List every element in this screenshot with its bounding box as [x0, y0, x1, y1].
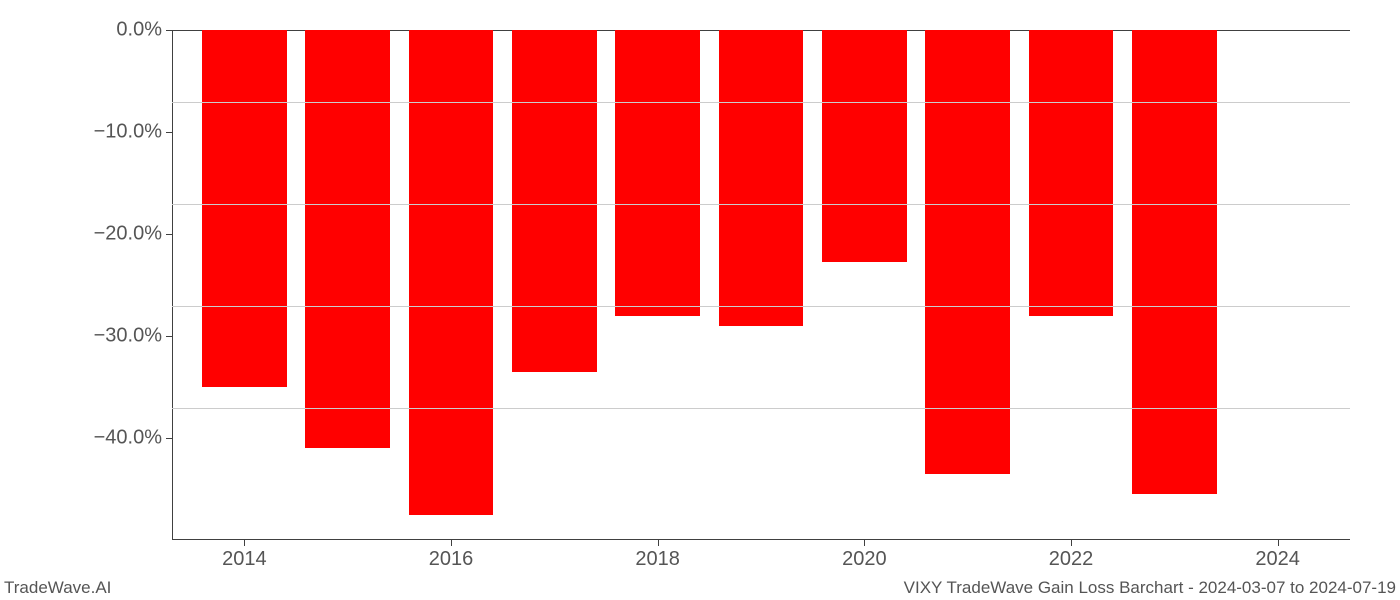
- x-tick-mark: [244, 540, 245, 546]
- x-tick-mark: [658, 540, 659, 546]
- footer-left-text: TradeWave.AI: [4, 578, 111, 598]
- x-tick-label: 2022: [1049, 548, 1094, 571]
- x-tick-mark: [864, 540, 865, 546]
- y-tick-mark: [166, 132, 172, 133]
- gridline: [172, 408, 1350, 409]
- x-tick-label: 2020: [842, 548, 887, 571]
- x-tick-label: 2014: [222, 548, 267, 571]
- y-tick-label: −30.0%: [94, 325, 162, 348]
- y-tick-mark: [166, 234, 172, 235]
- bar-2022: [1029, 30, 1114, 316]
- x-tick-label: 2024: [1255, 548, 1300, 571]
- y-tick-mark: [166, 336, 172, 337]
- bar-2023: [1132, 30, 1217, 494]
- y-tick-label: −10.0%: [94, 121, 162, 144]
- bar-2018: [615, 30, 700, 316]
- bar-2015: [305, 30, 390, 448]
- y-tick-mark: [166, 30, 172, 31]
- gridline: [172, 102, 1350, 103]
- bar-2019: [719, 30, 804, 326]
- gridline: [172, 204, 1350, 205]
- footer-right-text: VIXY TradeWave Gain Loss Barchart - 2024…: [904, 578, 1396, 598]
- y-tick-mark: [166, 438, 172, 439]
- x-tick-mark: [451, 540, 452, 546]
- y-tick-label: 0.0%: [116, 19, 162, 42]
- x-tick-label: 2016: [429, 548, 474, 571]
- x-tick-mark: [1071, 540, 1072, 546]
- y-tick-label: −20.0%: [94, 223, 162, 246]
- bar-2014: [202, 30, 287, 387]
- y-tick-label: −40.0%: [94, 427, 162, 450]
- bar-2020: [822, 30, 907, 262]
- x-tick-label: 2018: [635, 548, 680, 571]
- bar-2017: [512, 30, 597, 372]
- x-tick-mark: [1278, 540, 1279, 546]
- gridline: [172, 306, 1350, 307]
